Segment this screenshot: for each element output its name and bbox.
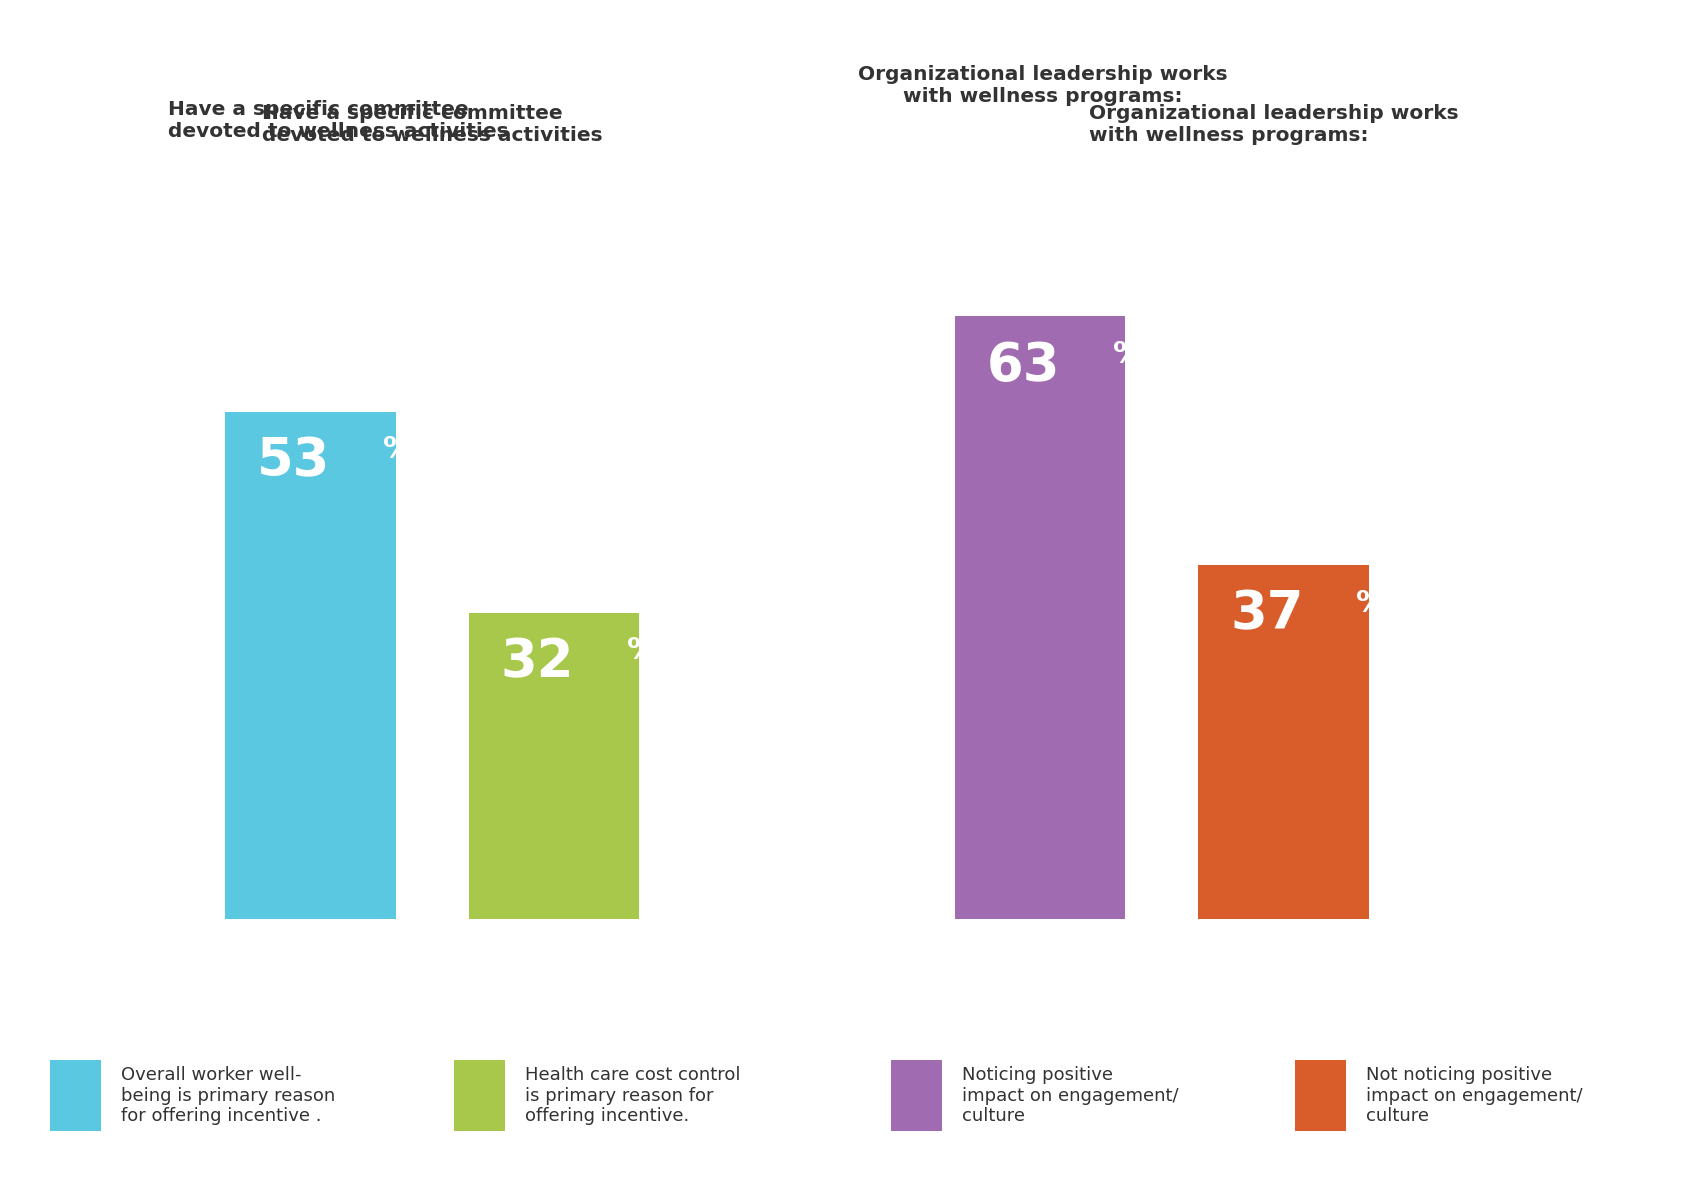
Text: Overall worker well-
being is primary reason
for offering incentive .: Overall worker well- being is primary re… — [121, 1066, 335, 1125]
Bar — [1198, 564, 1369, 919]
Text: Have a specific committee
devoted to wellness activities: Have a specific committee devoted to wel… — [262, 105, 602, 146]
Text: 32: 32 — [500, 636, 574, 688]
Text: Noticing positive
impact on engagement/
culture: Noticing positive impact on engagement/ … — [962, 1066, 1179, 1125]
Text: 37: 37 — [1230, 589, 1304, 641]
Text: 53: 53 — [257, 436, 330, 488]
Text: Organizational leadership works
with wellness programs:: Organizational leadership works with wel… — [858, 65, 1228, 106]
Text: Not noticing positive
impact on engagement/
culture: Not noticing positive impact on engageme… — [1366, 1066, 1583, 1125]
Text: %: % — [1356, 589, 1388, 617]
Text: %: % — [383, 436, 414, 464]
Text: 63: 63 — [987, 339, 1060, 392]
Bar — [955, 316, 1125, 919]
Text: Health care cost control
is primary reason for
offering incentive.: Health care cost control is primary reas… — [525, 1066, 740, 1125]
Bar — [469, 613, 639, 919]
Text: Organizational leadership works
with wellness programs:: Organizational leadership works with wel… — [1088, 105, 1458, 146]
Text: Have a specific committee
devoted to wellness activities: Have a specific committee devoted to wel… — [168, 100, 510, 141]
Bar — [225, 411, 395, 919]
Text: %: % — [1113, 339, 1144, 369]
Text: %: % — [627, 636, 658, 666]
